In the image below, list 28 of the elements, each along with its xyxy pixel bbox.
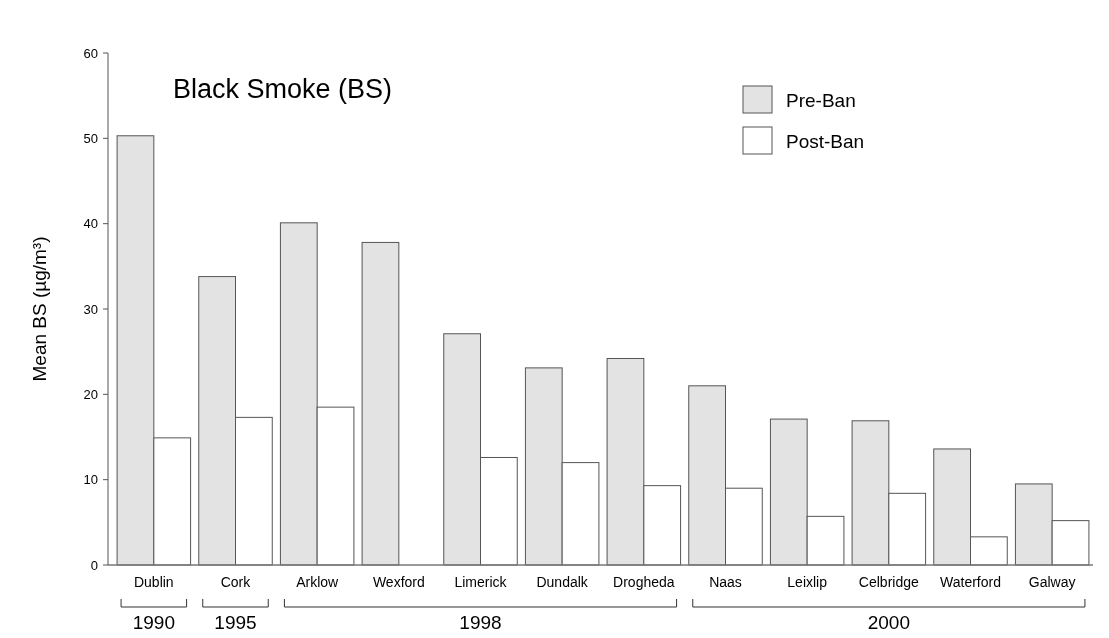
x-tick-label: Drogheda	[613, 574, 675, 590]
y-tick-label: 10	[83, 472, 98, 488]
y-tick-label: 60	[83, 45, 98, 61]
legend-label: Pre-Ban	[786, 89, 856, 111]
x-tick-label: Waterford	[940, 574, 1001, 590]
x-tick-label: Wexford	[372, 574, 425, 590]
y-tick-label: 30	[83, 301, 98, 317]
text: 2000	[867, 612, 910, 633]
x-tick-label: Naas	[709, 574, 742, 590]
text: 1995	[214, 612, 257, 633]
y-tick-label: 0	[90, 557, 98, 573]
x-tick-label: Dundalk	[536, 574, 589, 590]
text: Black Smoke (BS)	[173, 74, 393, 104]
y-tick-label: 40	[83, 216, 98, 232]
legend-label: Post-Ban	[786, 130, 865, 152]
bar	[361, 241, 400, 566]
text: 1998	[459, 612, 502, 633]
x-tick-label: Arklow	[296, 574, 340, 590]
x-tick-label: Leixlip	[787, 574, 828, 590]
x-tick-label: Celbridge	[858, 574, 919, 590]
text: 1990	[132, 612, 175, 633]
x-tick-label: Limerick	[454, 574, 508, 590]
y-tick-label: 20	[83, 386, 98, 402]
x-tick-label: Dublin	[133, 574, 174, 590]
x-tick-label: Cork	[220, 574, 252, 590]
y-axis-title: Mean BS (µg/m³)	[29, 236, 50, 382]
y-tick-label: 50	[83, 130, 98, 146]
x-tick-label: Galway	[1028, 574, 1076, 590]
